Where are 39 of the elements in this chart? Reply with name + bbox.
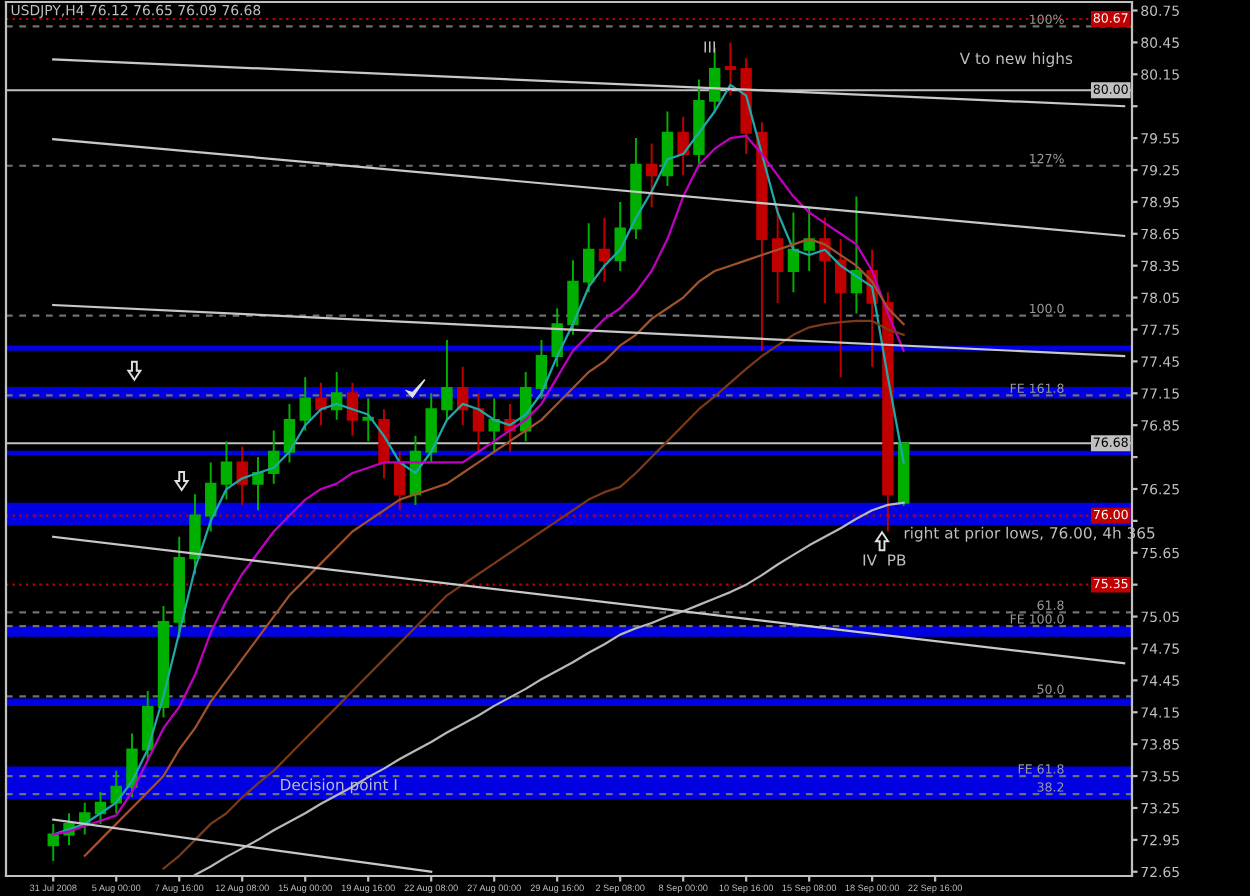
candlestick <box>362 397 374 443</box>
candlestick <box>457 365 469 427</box>
candlestick <box>189 493 201 575</box>
candlestick <box>315 381 327 427</box>
candlestick <box>441 339 453 421</box>
candlestick <box>614 200 626 272</box>
line-series <box>83 238 905 857</box>
candlestick <box>693 78 705 166</box>
candlestick <box>378 408 390 480</box>
candlestick <box>331 371 343 421</box>
candlestick <box>110 769 122 815</box>
candlestick <box>299 376 311 432</box>
candlestick <box>488 397 500 453</box>
candlestick <box>771 206 784 304</box>
candlestick <box>535 339 548 400</box>
candlestick <box>283 402 296 464</box>
candlestick <box>551 307 563 368</box>
candlestick <box>567 259 579 336</box>
candlestick <box>220 440 233 501</box>
candlestick <box>346 381 359 437</box>
candlestick <box>205 461 217 533</box>
line-series <box>162 319 905 870</box>
candlestick <box>236 445 248 506</box>
candlestick <box>598 216 611 283</box>
candlestick <box>268 429 280 485</box>
candlestick <box>472 392 485 453</box>
candlestick <box>740 57 752 156</box>
candlestick <box>850 195 863 315</box>
candlestick <box>645 142 658 209</box>
candlestick <box>677 115 689 177</box>
candlestick <box>47 822 59 863</box>
candlestick <box>724 41 737 97</box>
candlestick <box>252 456 264 512</box>
candlestick <box>787 211 800 294</box>
candlestick <box>756 121 768 352</box>
candlestick <box>630 137 642 241</box>
candlestick <box>803 206 815 272</box>
candlestick <box>582 222 595 294</box>
candlestick <box>834 238 847 379</box>
